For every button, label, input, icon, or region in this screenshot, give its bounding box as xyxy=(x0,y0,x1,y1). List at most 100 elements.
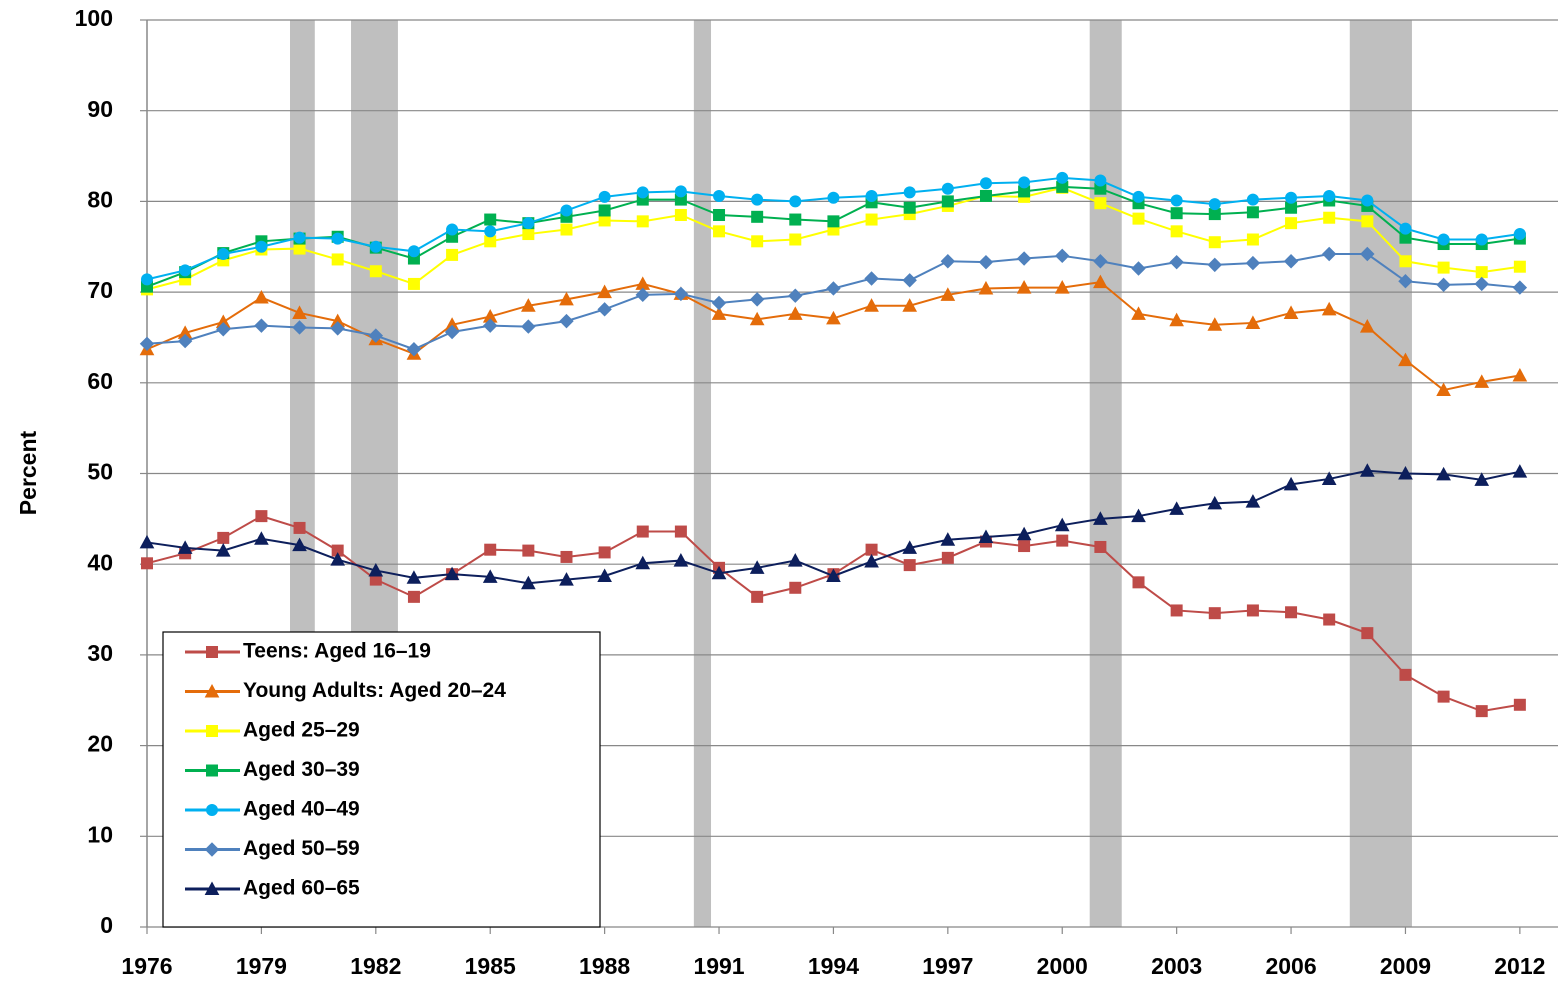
marker xyxy=(1169,254,1184,270)
marker xyxy=(711,295,727,311)
marker xyxy=(204,881,220,895)
marker xyxy=(560,204,573,217)
marker xyxy=(597,284,612,299)
marker xyxy=(521,298,536,312)
marker xyxy=(1245,315,1261,329)
marker xyxy=(1016,280,1032,294)
marker xyxy=(406,342,422,357)
y-tick-label: 80 xyxy=(87,186,113,212)
y-tick-label: 90 xyxy=(87,96,113,122)
marker xyxy=(206,764,218,777)
marker xyxy=(444,324,460,340)
marker xyxy=(864,553,879,568)
marker xyxy=(483,318,498,333)
marker xyxy=(1323,189,1336,202)
marker xyxy=(407,277,420,290)
marker xyxy=(673,553,689,567)
marker xyxy=(711,306,727,320)
marker xyxy=(1018,540,1031,553)
marker xyxy=(749,560,765,574)
x-tick-label: 1997 xyxy=(922,953,973,979)
legend-label: Aged 40–49 xyxy=(243,798,360,821)
marker xyxy=(1512,367,1528,382)
legend-label: Aged 60–65 xyxy=(243,877,360,900)
marker xyxy=(215,543,231,557)
marker xyxy=(940,287,956,301)
marker xyxy=(1399,222,1412,235)
legend-label: Young Adults: Aged 20–24 xyxy=(243,679,506,702)
marker xyxy=(559,313,574,329)
marker xyxy=(598,190,611,203)
marker xyxy=(978,280,994,295)
y-tick-label: 50 xyxy=(87,459,113,485)
x-tick-label: 1991 xyxy=(693,953,744,979)
marker xyxy=(1285,606,1298,619)
marker xyxy=(444,566,460,581)
marker xyxy=(522,544,535,557)
marker xyxy=(1398,274,1413,289)
marker xyxy=(141,557,153,570)
marker xyxy=(1283,476,1299,491)
marker xyxy=(560,550,573,563)
marker xyxy=(139,336,155,352)
marker xyxy=(713,189,726,202)
marker xyxy=(484,235,497,248)
marker xyxy=(1512,280,1528,295)
marker xyxy=(789,195,802,208)
marker xyxy=(713,225,726,238)
marker xyxy=(293,242,306,255)
x-tick-label: 1985 xyxy=(465,953,516,979)
marker xyxy=(484,225,497,238)
marker xyxy=(636,186,649,199)
marker xyxy=(1285,217,1298,230)
marker xyxy=(1016,526,1032,541)
marker xyxy=(1361,194,1374,207)
marker xyxy=(864,298,879,312)
marker xyxy=(1170,604,1183,617)
marker xyxy=(903,201,916,214)
y-tick-label: 10 xyxy=(87,821,113,847)
marker xyxy=(141,273,153,286)
marker xyxy=(559,291,574,306)
y-tick-label: 20 xyxy=(87,731,113,757)
marker xyxy=(979,177,992,190)
marker xyxy=(407,590,420,603)
marker xyxy=(177,540,193,554)
marker xyxy=(903,186,916,199)
marker xyxy=(865,189,878,202)
marker xyxy=(1056,171,1069,184)
y-axis-label: Percent xyxy=(15,430,41,515)
marker xyxy=(1093,274,1108,289)
marker xyxy=(1016,251,1032,266)
marker xyxy=(1094,197,1107,210)
x-tick-label: 1988 xyxy=(579,953,630,979)
marker xyxy=(331,232,344,245)
marker xyxy=(1283,305,1299,319)
marker xyxy=(1094,174,1107,187)
y-tick-label: 100 xyxy=(75,5,113,31)
marker xyxy=(254,318,269,333)
marker xyxy=(1055,248,1070,264)
marker xyxy=(1056,534,1069,547)
marker xyxy=(1436,382,1451,397)
marker xyxy=(674,209,687,222)
marker xyxy=(789,233,802,246)
marker xyxy=(751,193,764,206)
legend-label: Aged 30–39 xyxy=(243,758,360,781)
marker xyxy=(1132,576,1145,589)
marker xyxy=(598,204,611,217)
marker xyxy=(1246,604,1259,617)
marker xyxy=(216,322,231,337)
marker xyxy=(1207,495,1223,510)
marker xyxy=(826,310,841,325)
marker xyxy=(482,569,498,583)
marker xyxy=(941,195,954,208)
marker xyxy=(1169,312,1184,327)
marker xyxy=(1475,266,1488,279)
marker xyxy=(1321,301,1337,316)
marker xyxy=(217,531,230,544)
marker xyxy=(1513,228,1526,241)
marker xyxy=(330,321,345,336)
marker xyxy=(1283,254,1299,269)
marker xyxy=(1208,208,1221,221)
